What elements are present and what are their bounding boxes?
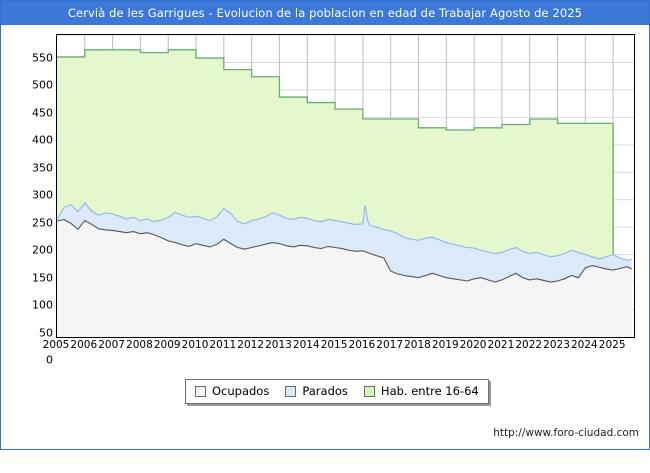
y-axis-label: 0 [46, 353, 53, 367]
x-axis-label: 2009 [153, 339, 181, 351]
y-axis-label: 150 [32, 271, 53, 285]
square-swatch-icon [363, 385, 375, 397]
x-axis-label: 2011 [209, 339, 237, 351]
legend-item[interactable]: Hab. entre 16-64 [363, 384, 479, 398]
x-axis-label: 2012 [237, 339, 265, 351]
y-axis-label: 200 [32, 243, 53, 257]
x-axis-label: 2015 [320, 339, 348, 351]
x-axis-label: 2023 [543, 339, 570, 351]
chart-canvas: FORO-CIUDAD.COM 050100150200250300350400… [1, 25, 649, 449]
source-url: http://www.foro-ciudad.com [493, 427, 639, 439]
chart-legend: Ocupados Parados Hab. entre 16-64 [185, 379, 489, 404]
square-swatch-icon [285, 385, 297, 397]
series-layer [57, 49, 633, 337]
legend-item[interactable]: Parados [285, 384, 348, 398]
page-title: Cervià de les Garrigues - Evolucion de l… [67, 6, 583, 20]
x-axis-label: 2022 [515, 339, 543, 351]
y-axis-label: 500 [32, 78, 53, 92]
x-axis-label: 2024 [570, 339, 598, 351]
plot-inner [57, 35, 634, 337]
legend-item[interactable]: Ocupados [195, 384, 269, 398]
y-axis-ticks: 0 50 100 150 200 250 300 350 400 450 500 550 [1, 49, 53, 473]
x-axis-label: 2020 [459, 339, 487, 351]
x-axis-label: 2014 [292, 339, 320, 351]
x-axis-label: 2016 [348, 339, 376, 351]
x-axis-label: 2017 [376, 339, 404, 351]
x-axis-label: 2010 [181, 339, 209, 351]
y-axis-label: 450 [32, 106, 53, 120]
plot-area [56, 34, 635, 338]
x-axis-label: 2021 [487, 339, 515, 351]
y-axis-label: 100 [32, 298, 53, 312]
x-axis-label: 2025 [598, 339, 626, 351]
x-axis-label: 2005 [42, 339, 70, 351]
x-axis-label: 2008 [126, 339, 153, 351]
y-axis-label: 300 [32, 188, 53, 202]
y-axis-label: 350 [32, 161, 53, 175]
y-axis-label: 550 [32, 51, 53, 65]
legend-item-label: Parados [302, 384, 348, 398]
x-axis-label: 2018 [404, 339, 431, 351]
square-swatch-icon [195, 385, 206, 397]
x-axis-label: 2013 [265, 339, 292, 351]
legend-item-label: Hab. entre 16-64 [380, 384, 479, 398]
window-title-bar: Cervià de les Garrigues - Evolucion de l… [1, 1, 649, 25]
x-axis-label: 2007 [98, 339, 125, 351]
x-axis-ticks: 2005 2006 2007 2008 2009 2010 2011 2012 2013 2014… [1, 25, 649, 449]
chart-window: Cervià de les Garrigues - Evolucion de l… [0, 0, 650, 450]
y-axis-label: 400 [32, 133, 53, 147]
y-axis-label: 250 [32, 216, 53, 230]
y-axis-label: 50 [39, 326, 53, 340]
x-axis-label: 2006 [70, 339, 98, 351]
legend-item-label: Ocupados [212, 384, 270, 398]
x-axis-label: 2019 [431, 339, 459, 351]
